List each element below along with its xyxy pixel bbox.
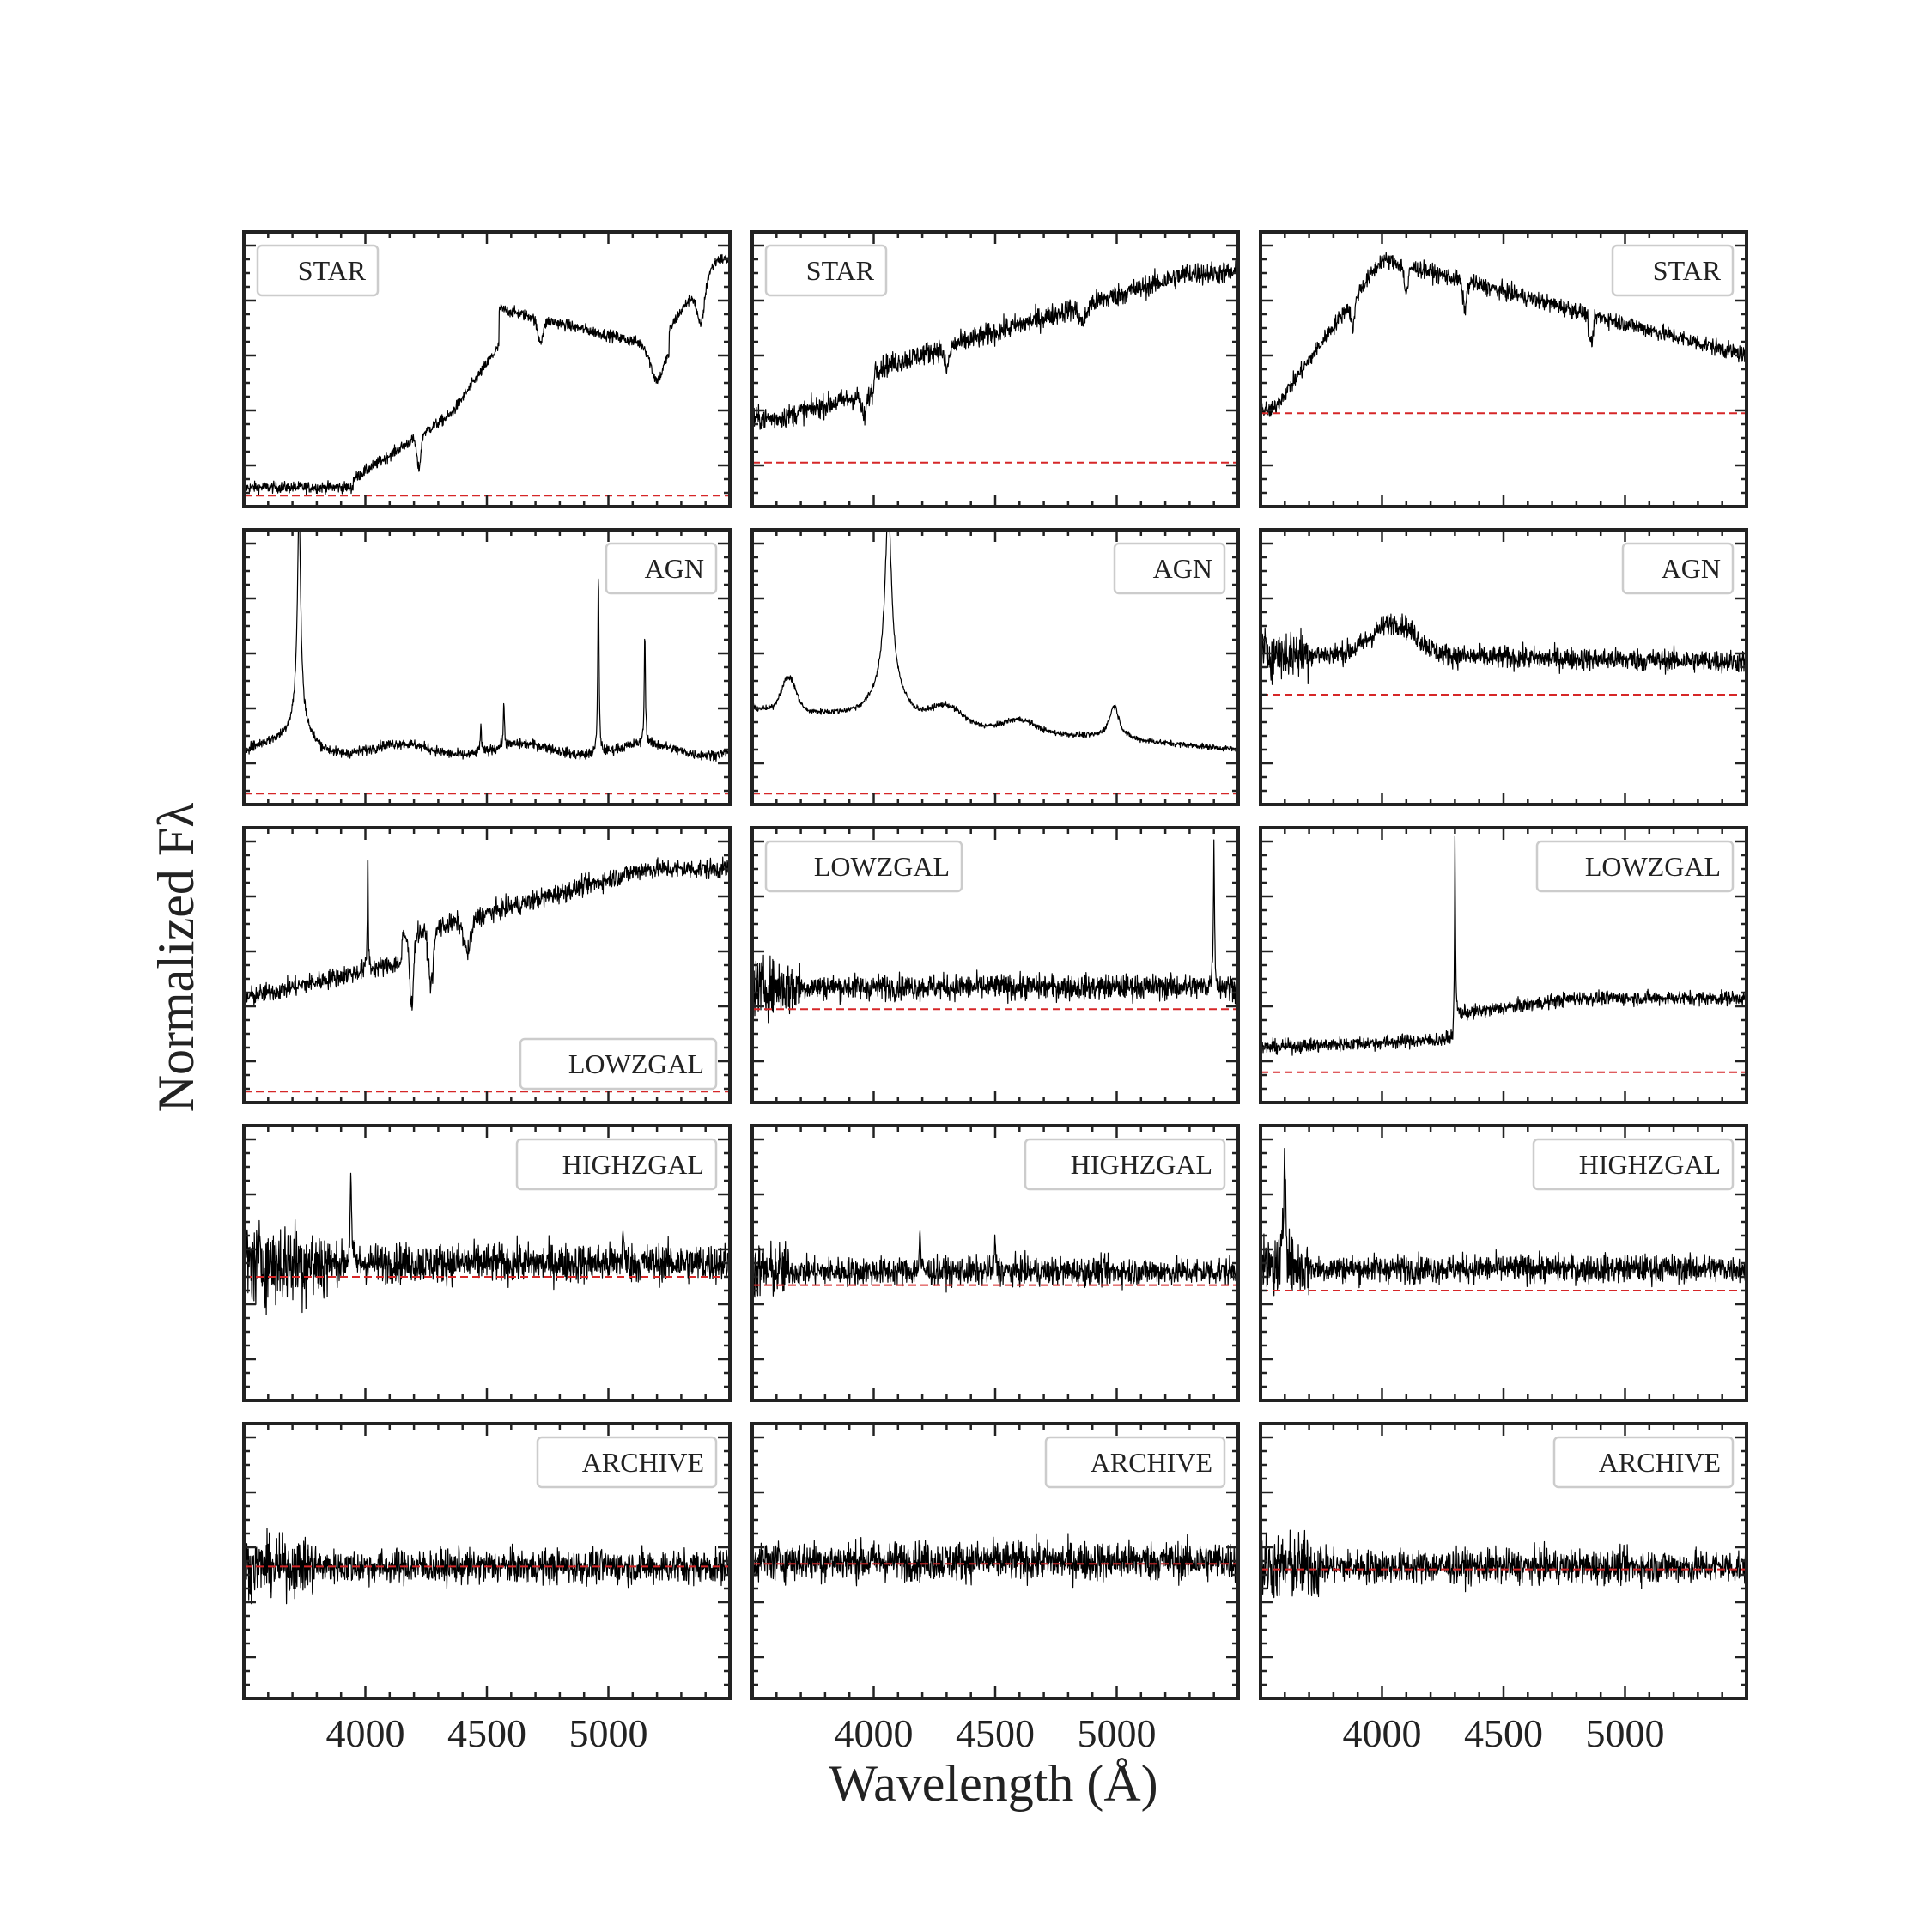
legend-label: STAR [298, 255, 367, 286]
legend-box [1044, 1436, 1226, 1489]
spectrum-line [1261, 1529, 1747, 1599]
panel-frame [242, 826, 732, 1104]
x-tick-label: 4500 [956, 1711, 1035, 1755]
spectrum-line [1261, 835, 1747, 1056]
panel-frame [1259, 528, 1748, 806]
panel-frame [242, 528, 732, 806]
panel-frame [750, 826, 1240, 1104]
panel-frame [242, 230, 732, 508]
legend-box [1535, 840, 1735, 893]
legend-box [515, 1138, 718, 1191]
legend-label: ARCHIVE [1599, 1447, 1721, 1478]
spectrum-line [752, 260, 1238, 430]
legend-box [1611, 244, 1735, 297]
spectrum-line [1261, 613, 1747, 685]
spectrum-line [1261, 1148, 1747, 1297]
panel-agn-6: AGN [1259, 528, 1748, 806]
legend-box [1024, 1138, 1226, 1191]
legend-label: AGN [645, 553, 704, 584]
spectrum-line [244, 1528, 730, 1605]
panel-frame [1259, 230, 1748, 508]
legend-label: STAR [806, 255, 875, 286]
legend-label: LOWZGAL [568, 1048, 704, 1079]
legend-label: ARCHIVE [1091, 1447, 1212, 1478]
panel-frame [1259, 1124, 1748, 1402]
legend-label: HIGHZGAL [1071, 1149, 1212, 1180]
legend-label: LOWZGAL [814, 851, 950, 882]
x-tick-label: 5000 [569, 1711, 648, 1755]
panel-star-2: STAR [750, 230, 1240, 508]
panel-frame [750, 230, 1240, 508]
legend-label: LOWZGAL [1585, 851, 1721, 882]
x-tick-label: 5000 [1586, 1711, 1665, 1755]
legend-label: AGN [1153, 553, 1212, 584]
legend-label: ARCHIVE [582, 1447, 704, 1478]
x-tick-label: 5000 [1078, 1711, 1157, 1755]
legend-box [256, 244, 380, 297]
spectrum-line [752, 530, 1238, 753]
spectrum-line [244, 530, 730, 762]
x-tick-label: 4000 [835, 1711, 914, 1755]
panel-frame [750, 1422, 1240, 1700]
panel-archive-13: ARCHIVE 4000 4500 5000 [242, 1422, 732, 1755]
panel-frame [750, 528, 1240, 806]
x-tick-label: 4500 [1464, 1711, 1543, 1755]
panel-frame [242, 1422, 732, 1700]
panel-frame [1259, 826, 1748, 1104]
legend-box [764, 840, 963, 893]
spectrum-line [244, 253, 730, 495]
panel-archive-14: ARCHIVE 4000 4500 5000 [750, 1422, 1240, 1755]
legend-box [536, 1436, 718, 1489]
x-tick-label: 4000 [326, 1711, 405, 1755]
legend-box [519, 1037, 718, 1091]
spectrum-line [1261, 252, 1747, 417]
panels-layer: STAR STAR STAR AGN AGN AGN LOWZGAL LOWZGAL LOWZG… [242, 230, 1748, 1755]
panel-archive-15: ARCHIVE 4000 4500 5000 [1259, 1422, 1748, 1755]
spectrum-line [752, 1533, 1238, 1589]
x-tick-label: 4500 [447, 1711, 526, 1755]
panel-lowzgal-8: LOWZGAL [750, 826, 1240, 1104]
legend-box [764, 244, 888, 297]
x-tick-label: 4000 [1343, 1711, 1422, 1755]
panel-highzgal-12: HIGHZGAL [1259, 1124, 1748, 1402]
spectrum-line [752, 1230, 1238, 1298]
legend-box [1621, 542, 1735, 595]
legend-box [1532, 1138, 1735, 1191]
panel-frame [1259, 1422, 1748, 1700]
spectrum-line [244, 856, 730, 1011]
spectrum-line [752, 839, 1238, 1024]
y-axis-label: Normalized Fλ [148, 803, 204, 1113]
panel-highzgal-11: HIGHZGAL [750, 1124, 1240, 1402]
legend-box [605, 542, 718, 595]
legend-label: STAR [1653, 255, 1722, 286]
panel-lowzgal-7: LOWZGAL [242, 826, 732, 1104]
panel-highzgal-10: HIGHZGAL [242, 1124, 732, 1402]
legend-label: AGN [1662, 553, 1721, 584]
panel-lowzgal-9: LOWZGAL [1259, 826, 1748, 1104]
legend-label: HIGHZGAL [562, 1149, 704, 1180]
legend-box [1552, 1436, 1735, 1489]
panel-frame [242, 1124, 732, 1402]
panel-agn-4: AGN [242, 528, 732, 806]
panel-star-1: STAR [242, 230, 732, 508]
x-axis-label: Wavelength (Å) [829, 1755, 1157, 1812]
panel-frame [750, 1124, 1240, 1402]
legend-box [1113, 542, 1226, 595]
spectrum-line [244, 1172, 730, 1315]
legend-label: HIGHZGAL [1579, 1149, 1721, 1180]
panel-star-3: STAR [1259, 230, 1748, 508]
panel-agn-5: AGN [750, 528, 1240, 806]
